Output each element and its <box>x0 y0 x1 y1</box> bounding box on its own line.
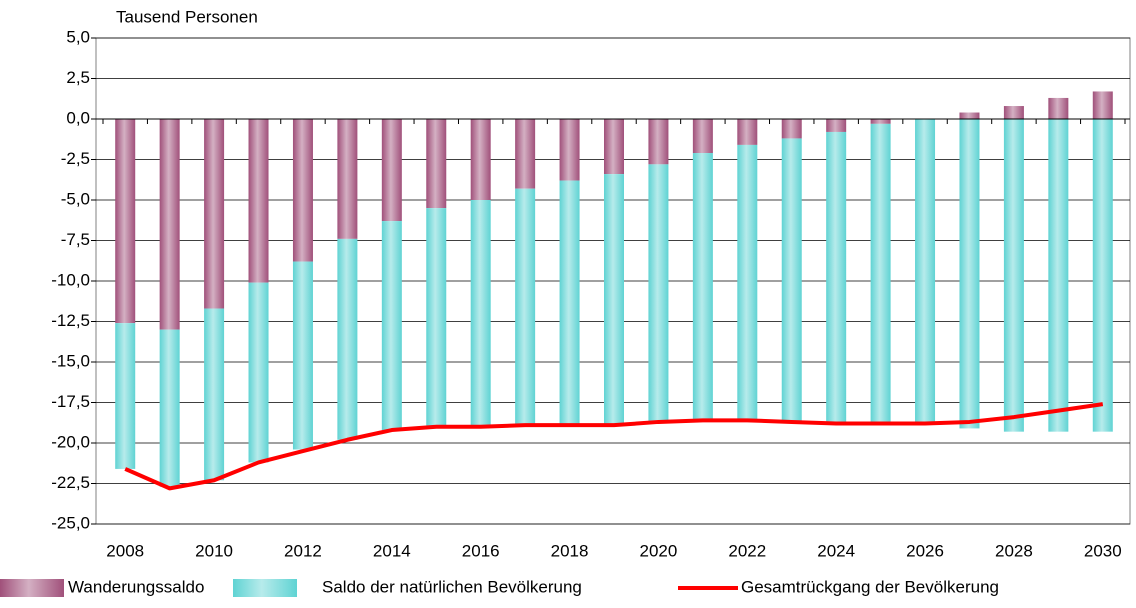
bar <box>381 119 402 222</box>
y-tick-label: -7,5 <box>61 230 90 249</box>
x-tick-label: 2010 <box>195 541 233 560</box>
bar <box>559 119 580 181</box>
bar <box>115 323 136 469</box>
y-tick-label: -5,0 <box>61 189 90 208</box>
x-tick-label: 2018 <box>551 541 589 560</box>
bar <box>826 119 847 132</box>
bar <box>426 119 447 209</box>
bar <box>781 138 802 422</box>
bar <box>248 119 269 283</box>
bar <box>648 119 669 165</box>
x-tick-label: 2012 <box>284 541 322 560</box>
legend-label: Gesamtrückgang der Bevölkerung <box>741 577 999 596</box>
bar <box>1003 119 1024 432</box>
bar <box>515 188 536 426</box>
y-tick-label: 2,5 <box>66 68 90 87</box>
y-tick-label: -22,5 <box>51 473 90 492</box>
bar <box>692 153 713 421</box>
bar <box>737 144 758 421</box>
bar <box>381 221 402 431</box>
bar <box>204 308 225 481</box>
bar <box>337 119 358 239</box>
bar <box>1003 106 1024 119</box>
y-tick-label: -15,0 <box>51 351 90 370</box>
x-tick-label: 2008 <box>106 541 144 560</box>
bar <box>515 119 536 189</box>
bar <box>959 112 980 119</box>
y-tick-label: -2,5 <box>61 149 90 168</box>
bar <box>826 131 847 424</box>
bar <box>426 208 447 427</box>
y-tick-label: -17,5 <box>51 392 90 411</box>
y-tick-label: 0,0 <box>66 108 90 127</box>
bar <box>559 180 580 426</box>
bar <box>159 119 180 330</box>
line <box>124 402 1104 491</box>
x-tick-label: 2016 <box>462 541 500 560</box>
legend-swatch <box>0 579 64 597</box>
x-tick-label: 2026 <box>906 541 944 560</box>
bar <box>1048 97 1069 119</box>
x-tick-label: 2014 <box>373 541 411 560</box>
x-tick-label: 2024 <box>817 541 855 560</box>
y-tick-label: 5,0 <box>66 27 90 46</box>
bar <box>692 119 713 154</box>
bar <box>604 174 624 426</box>
bar <box>470 119 491 200</box>
bar <box>1092 119 1113 432</box>
y-axis-label: Tausend Personen <box>116 7 258 26</box>
y-tick-label: -25,0 <box>51 513 90 532</box>
bar <box>870 123 891 424</box>
bar <box>870 119 891 124</box>
y-tick-label: -12,5 <box>51 311 90 330</box>
x-tick-label: 2022 <box>728 541 766 560</box>
bar <box>115 119 136 324</box>
bar <box>737 119 758 145</box>
bar <box>959 119 980 429</box>
legend-label: Wanderungssaldo <box>68 577 204 596</box>
y-tick-label: -20,0 <box>51 432 90 451</box>
legend-label: Saldo der natürlichen Bevölkerung <box>322 577 582 596</box>
bar <box>1092 91 1113 119</box>
bar <box>292 261 313 450</box>
bar <box>248 282 269 463</box>
bar <box>159 329 180 487</box>
bar <box>604 119 624 175</box>
x-tick-label: 2028 <box>995 541 1033 560</box>
bar <box>648 164 669 422</box>
x-tick-label: 2030 <box>1084 541 1122 560</box>
legend-swatch <box>233 579 297 597</box>
bar <box>292 119 313 262</box>
bar <box>915 119 936 424</box>
bar <box>781 119 802 139</box>
bar <box>1048 119 1069 432</box>
bar <box>204 119 225 309</box>
x-tick-label: 2020 <box>640 541 678 560</box>
y-tick-label: -10,0 <box>51 270 90 289</box>
bar <box>337 238 358 440</box>
bar <box>470 200 491 427</box>
